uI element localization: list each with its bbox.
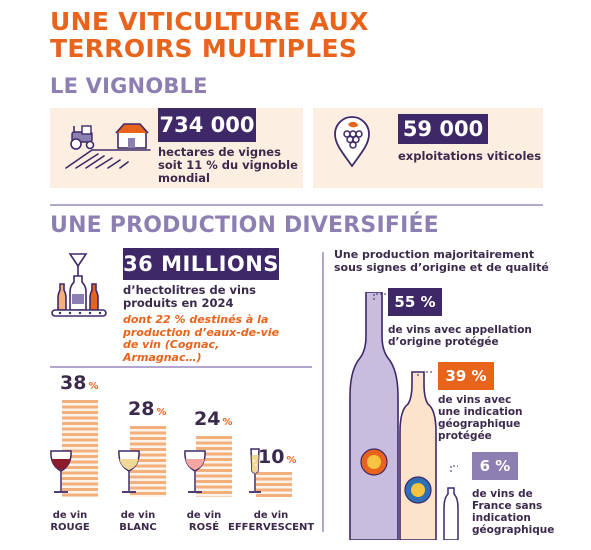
quality-text-line3: géographique	[438, 418, 548, 430]
quality-text-line1: de vins avec appellation	[388, 324, 538, 336]
wine-label-line2: ROUGE	[40, 522, 100, 534]
wine-pct-unit: %	[286, 455, 296, 466]
wine-pct-2: 24%	[194, 408, 232, 430]
quality-text-line2: d’origine protégée	[388, 336, 538, 348]
farm-icon	[62, 118, 154, 172]
wine-label-3: de vin EFFERVESCENT	[228, 510, 314, 533]
peach-bottle	[400, 372, 436, 540]
quality-value-2: 6 %	[472, 452, 518, 480]
section-title-production: UNE PRODUCTION DIVERSIFIÉE	[50, 213, 439, 238]
quality-value-0: 55 %	[388, 288, 442, 316]
quality-value-1: 39 %	[438, 362, 494, 390]
production-divider	[50, 366, 312, 368]
vertical-divider	[322, 252, 324, 532]
quality-title-line1: Une production majoritairement	[334, 248, 554, 261]
wine-label-1: de vin BLANC	[108, 510, 168, 533]
quality-text-0: de vins avec appellation d’origine protég…	[388, 324, 538, 348]
wine-label-line1: de vin	[228, 510, 314, 522]
wine-label-0: de vin ROUGE	[40, 510, 100, 533]
wine-glass-icon	[242, 447, 268, 499]
quality-text-line3: indication	[472, 512, 582, 524]
production-note: dont 22 % destinés à la production d’eau…	[123, 314, 301, 364]
production-note-line3: de vin (Cognac, Armagnac…)	[123, 339, 301, 364]
quality-text-line1: de vins de	[472, 488, 582, 500]
wine-label-line2: EFFERVESCENT	[228, 522, 314, 534]
small-bottle	[444, 488, 458, 540]
wine-pct-value: 24	[194, 408, 220, 430]
wine-pct-unit: %	[156, 407, 166, 418]
wine-pct-0: 38%	[60, 372, 98, 394]
wine-label-line1: de vin	[174, 510, 234, 522]
production-text-line2: produits en 2024	[123, 297, 293, 310]
wine-pct-1: 28%	[128, 398, 166, 420]
quality-text-line2: une indication	[438, 406, 548, 418]
production-note-line1: dont 22 % destinés à la	[123, 314, 301, 327]
wine-pct-unit: %	[222, 417, 232, 428]
section-title-vignoble: LE VIGNOBLE	[50, 74, 208, 98]
wine-label-line2: BLANC	[108, 522, 168, 534]
wine-glass-icon	[48, 447, 74, 499]
production-value: 36 MILLIONS	[123, 248, 279, 280]
quality-title: Une production majoritairement sous sign…	[334, 248, 554, 274]
exploitations-value: 59 000	[398, 114, 488, 144]
quality-text-line4: protégée	[438, 430, 548, 442]
wine-label-line1: de vin	[40, 510, 100, 522]
section-divider	[50, 204, 543, 206]
wine-pct-unit: %	[88, 381, 98, 392]
hectares-value: 734 000	[158, 108, 256, 142]
quality-text-1: de vins avec une indication géographique pr…	[438, 394, 548, 442]
wine-pct-value: 28	[128, 398, 154, 420]
wine-label-line1: de vin	[108, 510, 168, 522]
quality-title-line2: sous signes d’origine et de qualité	[334, 261, 554, 274]
wine-glass-icon	[182, 447, 208, 499]
grape-location-icon	[332, 114, 372, 168]
production-text: d’hectolitres de vins produits en 2024	[123, 284, 293, 310]
wine-label-line2: ROSÉ	[174, 522, 234, 534]
distillery-icon	[46, 250, 112, 322]
quality-text-line4: géographique	[472, 524, 582, 536]
hectares-text-line3: mondial	[158, 172, 318, 185]
quality-text-line2: France sans	[472, 500, 582, 512]
wine-label-2: de vin ROSÉ	[174, 510, 234, 533]
main-title: UNE VITICULTURE AUX TERROIRS MULTIPLES	[50, 8, 470, 62]
quality-text-line1: de vins avec	[438, 394, 548, 406]
main-title-line2: TERROIRS MULTIPLES	[50, 35, 470, 62]
quality-text-2: de vins de France sans indication géographi…	[472, 488, 582, 536]
main-title-line1: UNE VITICULTURE AUX	[50, 8, 470, 35]
exploitations-text: exploitations viticoles	[398, 150, 548, 163]
wine-glass-icon	[116, 447, 142, 499]
hectares-text: hectares de vignes soit 11 % du vignoble…	[158, 146, 318, 185]
wine-pct-value: 38	[60, 372, 86, 394]
